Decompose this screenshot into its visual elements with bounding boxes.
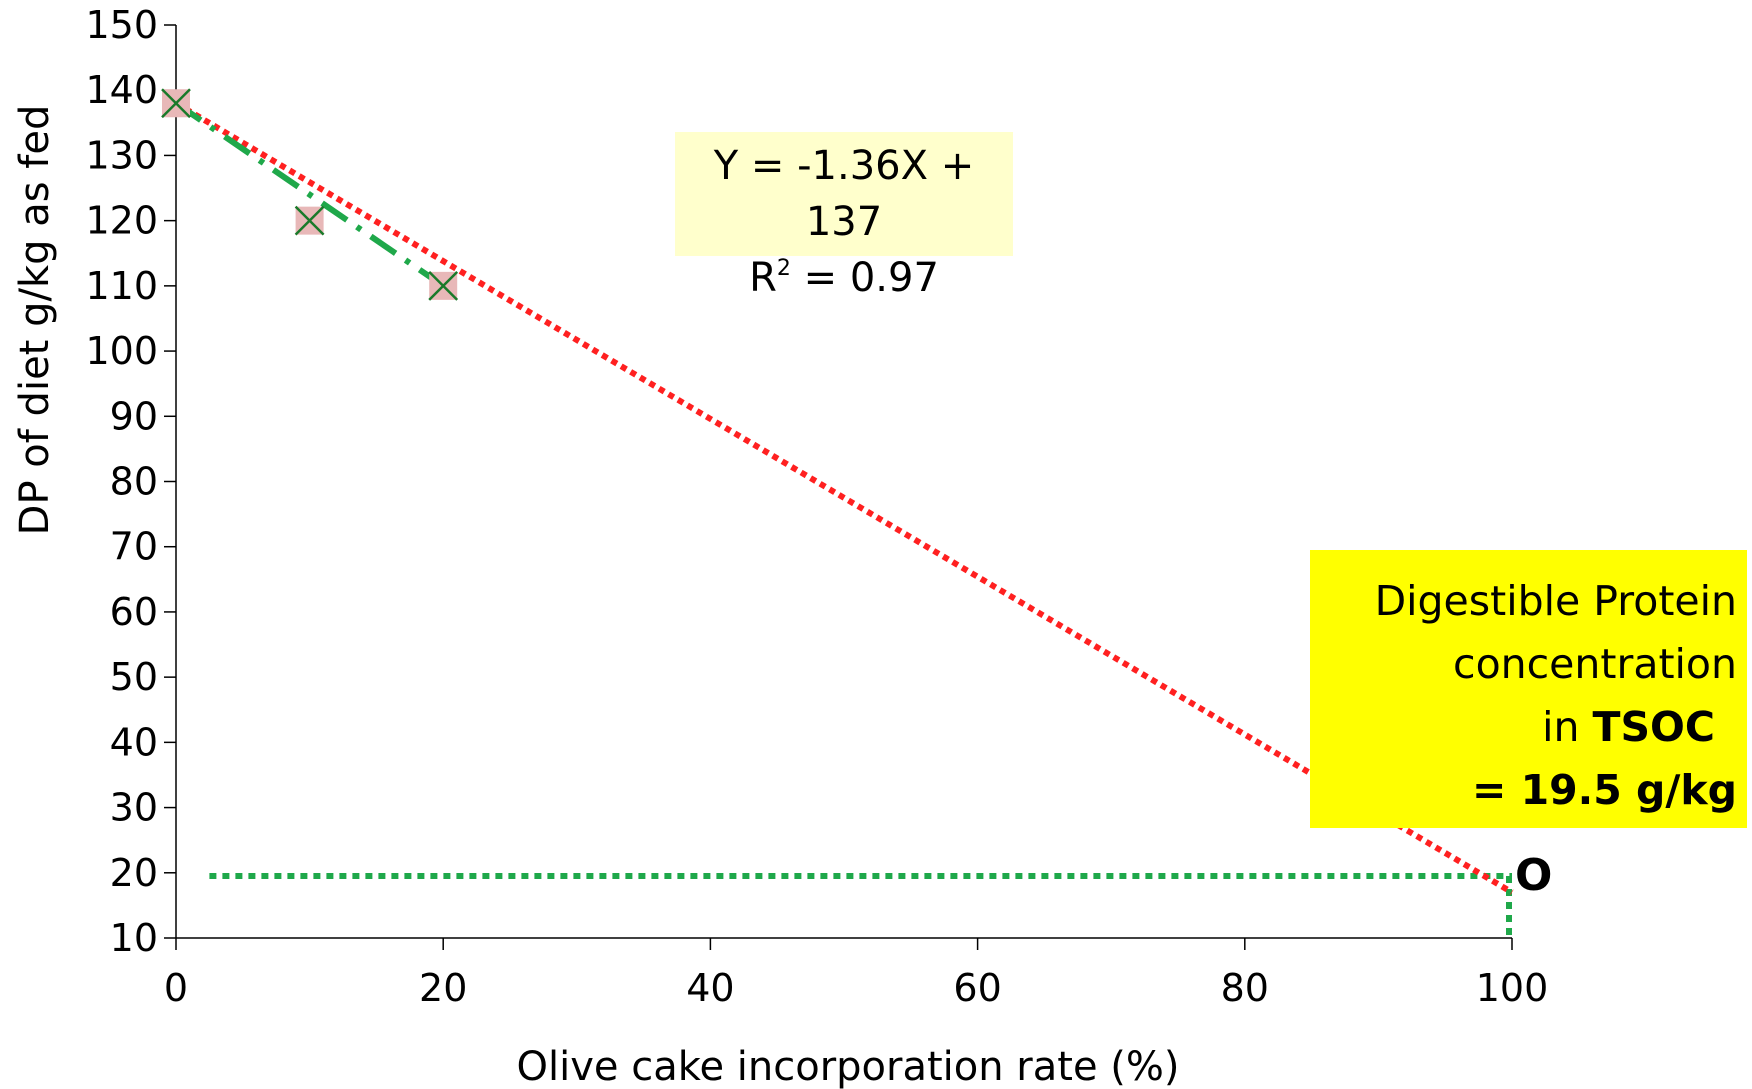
chart-lines: [174, 100, 1514, 938]
chart-points: [161, 88, 459, 301]
data-point: [294, 205, 325, 236]
y-tick-label: 90: [110, 394, 158, 438]
y-tick-label: 20: [110, 851, 158, 895]
y-tick-label: 60: [110, 590, 158, 634]
point-cross: [428, 270, 459, 301]
digestible-protein-callout: Digestible Protein concentration in TSOC…: [1310, 550, 1747, 828]
chart-axes: 10 20 30 40 50 60 70 80 90 100 110 120 130 140 150 0 20 4…: [85, 3, 1548, 1010]
x-axis-title: Olive cake incorporation rate (%): [517, 1044, 1180, 1089]
r-squared-line: R2 = 0.97: [675, 250, 1013, 306]
y-tick-label: 50: [110, 655, 158, 699]
regression-line: [174, 100, 1514, 895]
y-tick-label: 140: [85, 68, 158, 112]
y-axis-title: DP of diet g/kg as fed: [12, 105, 58, 536]
y-tick-label: 150: [85, 3, 158, 47]
r2-exponent: 2: [776, 256, 791, 281]
equation-line: Y = -1.36X + 137: [713, 143, 975, 245]
y-tick-label: 70: [110, 525, 158, 569]
y-tick-label: 40: [110, 720, 158, 764]
y-tick-label: 80: [110, 460, 158, 504]
y-tick-label: 120: [85, 199, 158, 243]
point-cross: [161, 88, 191, 119]
callout-prefix: in: [1542, 703, 1593, 751]
callout-line-3: in TSOC: [1310, 696, 1737, 759]
data-point: [161, 88, 191, 119]
end-point-label: O: [1515, 850, 1552, 901]
x-tick-label: 60: [953, 966, 1001, 1010]
callout-line-4: = 19.5 g/kg: [1472, 766, 1737, 814]
point-cross: [294, 205, 325, 236]
callout-tsoc: TSOC: [1592, 703, 1715, 751]
x-tick-label: 100: [1476, 966, 1549, 1010]
y-tick-label: 110: [85, 264, 158, 308]
x-tick-label: 40: [686, 966, 734, 1010]
data-point: [428, 270, 459, 301]
x-tick-label: 80: [1221, 966, 1269, 1010]
callout-line-2: concentration: [1453, 640, 1737, 688]
y-tick-label: 100: [85, 329, 158, 373]
y-tick-label: 130: [85, 133, 158, 177]
y-tick-label: 30: [110, 786, 158, 830]
regression-equation-box: Y = -1.36X + 137 R2 = 0.97: [675, 132, 1013, 301]
fit-line: [174, 100, 445, 289]
y-tick-label: 10: [110, 916, 158, 960]
r2-label: R: [749, 255, 777, 301]
r2-value: = 0.97: [790, 255, 939, 301]
x-tick-label: 20: [419, 966, 467, 1010]
x-tick-label: 0: [164, 966, 188, 1010]
callout-line-1: Digestible Protein: [1374, 577, 1737, 625]
